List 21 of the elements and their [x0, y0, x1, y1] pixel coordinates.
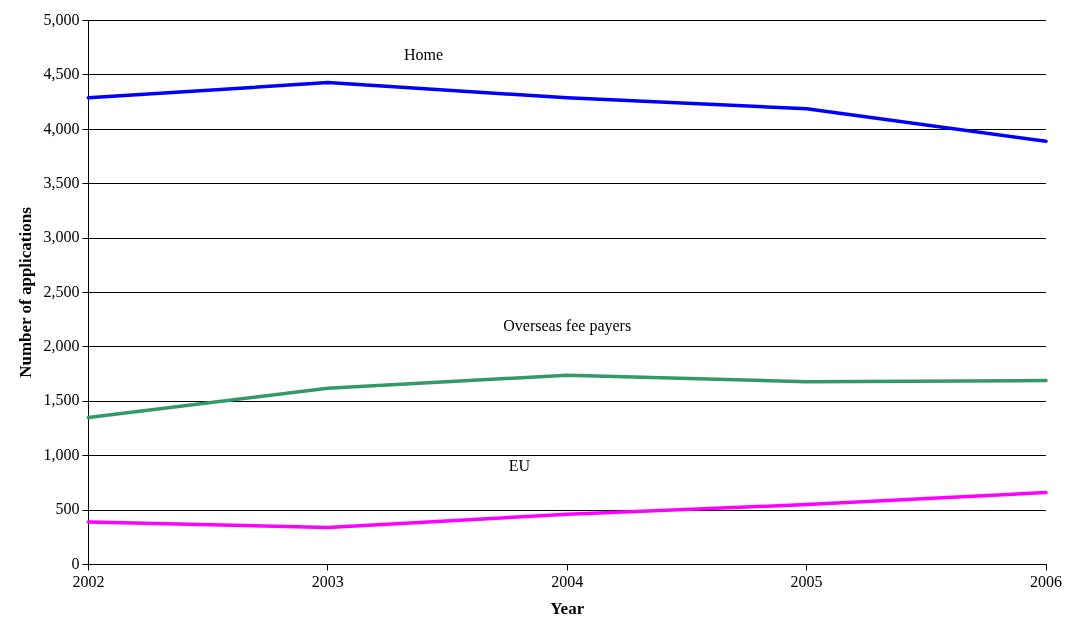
text: EU — [508, 456, 531, 474]
y-tick-label: 4,000 — [43, 119, 80, 137]
y-tick-label: 0 — [71, 554, 80, 572]
y-tick-label: 3,000 — [43, 228, 80, 246]
y-tick-label: 500 — [55, 500, 80, 518]
y-tick-label: 2,500 — [43, 282, 80, 300]
y-tick-label: 3,500 — [43, 173, 80, 191]
y-tick-label: 1,000 — [43, 445, 80, 463]
y-tick-label: 2,000 — [43, 337, 80, 355]
y-tick-label: 5,000 — [43, 10, 80, 28]
y-tick-label: 1,500 — [43, 391, 80, 409]
x-axis-title: Year — [550, 599, 585, 619]
text: Overseas fee payers — [503, 317, 632, 336]
x-tick-label: 2002 — [72, 573, 105, 591]
x-tick-label: 2004 — [551, 573, 584, 591]
series-label: Home — [404, 45, 444, 63]
x-tick-label: 2006 — [1030, 573, 1062, 591]
x-tick-label: 2003 — [311, 573, 344, 591]
y-tick-label: 4,500 — [43, 65, 80, 83]
x-tick-label: 2005 — [790, 573, 823, 591]
y-axis-title: Number of applications — [15, 206, 35, 378]
